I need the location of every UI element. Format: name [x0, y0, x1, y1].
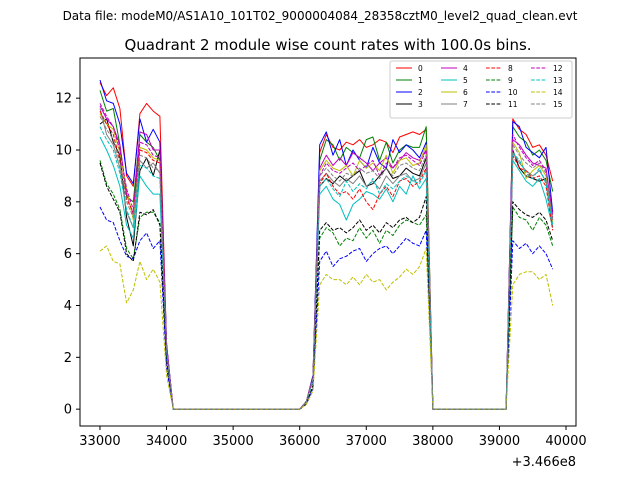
- legend-label-7: 7: [463, 100, 468, 109]
- axis-layer: 33000 34000 35000 36000 37000 38000 39000 40000…: [55, 92, 586, 449]
- x-tick-label: 38000: [412, 434, 453, 449]
- y-tick-label: 4: [64, 299, 72, 314]
- legend-label-3: 3: [418, 100, 423, 109]
- legend-label-8: 8: [508, 64, 513, 73]
- y-tick-label: 8: [64, 195, 72, 210]
- chart-title: Quadrant 2 module wise count rates with …: [124, 36, 531, 54]
- plot-area: 33000 34000 35000 36000 37000 38000 39000 40000…: [55, 57, 587, 470]
- legend-label-10: 10: [508, 88, 518, 97]
- legend-label-2: 2: [418, 88, 423, 97]
- x-tick-label: 40000: [545, 434, 586, 449]
- series-layer: [99, 79, 554, 410]
- x-offset-label: +3.466e8: [512, 455, 576, 470]
- legend-label-9: 9: [508, 76, 513, 85]
- y-tick-label: 6: [64, 247, 72, 262]
- x-tick-label: 34000: [146, 434, 187, 449]
- x-tick-label: 39000: [479, 434, 520, 449]
- axes-frame: [79, 57, 577, 427]
- x-tick-label: 36000: [279, 434, 320, 449]
- legend-label-15: 15: [553, 100, 563, 109]
- y-tick-label: 0: [64, 403, 72, 418]
- legend-frame: [389, 60, 573, 119]
- legend-label-4: 4: [463, 64, 468, 73]
- legend-label-5: 5: [463, 76, 468, 85]
- x-tick-label: 37000: [346, 434, 387, 449]
- legend-label-1: 1: [418, 76, 423, 85]
- figure-suptitle: Data file: modeM0/AS1A10_101T02_90000040…: [63, 9, 578, 23]
- y-tick-label: 12: [55, 92, 72, 107]
- legend-label-0: 0: [418, 64, 423, 73]
- legend-label-11: 11: [508, 100, 518, 109]
- y-tick-label: 10: [55, 144, 72, 159]
- y-tick-label: 2: [64, 351, 72, 366]
- legend-label-14: 14: [553, 88, 563, 97]
- series-line-15: [99, 116, 554, 410]
- x-tick-label: 35000: [212, 434, 253, 449]
- legend-label-13: 13: [553, 76, 563, 85]
- legend-label-12: 12: [553, 64, 563, 73]
- x-tick-label: 33000: [79, 434, 120, 449]
- legend-label-6: 6: [463, 88, 468, 97]
